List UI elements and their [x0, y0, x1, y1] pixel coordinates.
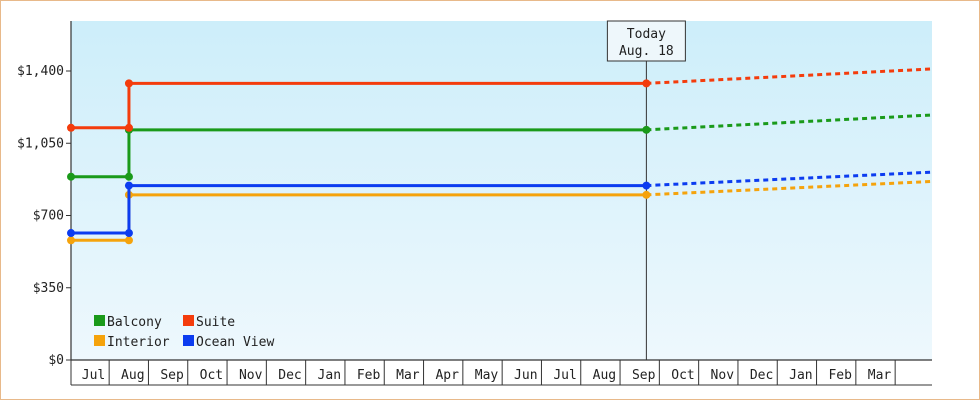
data-point	[67, 172, 75, 181]
data-point	[67, 229, 75, 238]
series-forecast-suite	[646, 67, 933, 85]
data-point	[124, 236, 133, 245]
series-forecast-interior	[646, 179, 933, 197]
x-tick-label: Feb	[828, 368, 852, 383]
data-point	[124, 79, 133, 88]
data-point	[124, 172, 133, 181]
data-point	[642, 181, 651, 190]
series-suite	[67, 67, 933, 132]
y-tick-label: $1,400	[17, 64, 64, 79]
data-point	[67, 236, 75, 245]
legend: Balcony Suite Interior Ocean View	[94, 315, 274, 350]
x-tick-label: Sep	[632, 368, 656, 383]
data-point	[642, 190, 651, 199]
data-point	[124, 123, 133, 132]
x-tick-label: Mar	[396, 368, 420, 383]
legend-swatch	[94, 315, 105, 326]
x-tick-label: Oct	[200, 368, 223, 383]
y-axis: $0 $350 $700 $1,050 $1,400	[17, 21, 72, 368]
x-tick-label: Jul	[553, 368, 576, 383]
series-forecast-balcony	[646, 113, 933, 132]
legend-item-balcony: Balcony	[94, 315, 162, 330]
plot-background	[71, 21, 932, 360]
data-point	[124, 229, 133, 238]
x-tick-label: Aug	[593, 368, 616, 383]
x-tick-label: Jan	[789, 368, 812, 383]
legend-label: Interior	[107, 335, 170, 350]
y-tick-label: $0	[48, 353, 64, 368]
x-tick-label: Jul	[82, 368, 105, 383]
data-point	[642, 79, 651, 88]
series-line-ocean-view	[71, 184, 647, 235]
x-tick-label: Dec	[750, 368, 773, 383]
y-tick-label: $1,050	[17, 136, 64, 151]
legend-label: Ocean View	[196, 335, 274, 350]
x-tick-label: May	[475, 368, 499, 383]
today-date-label: Aug. 18	[619, 44, 674, 59]
series-line-balcony	[71, 128, 647, 179]
data-point	[124, 181, 133, 190]
data-point	[67, 123, 75, 132]
x-tick-label: Jun	[514, 368, 537, 383]
x-tick-label: Oct	[671, 368, 694, 383]
legend-swatch	[94, 335, 105, 346]
x-tick-label: Feb	[357, 368, 381, 383]
legend-label: Suite	[196, 315, 235, 330]
legend-swatch	[183, 335, 194, 346]
x-tick-label: Dec	[278, 368, 301, 383]
y-tick-label: $700	[33, 209, 64, 224]
today-box	[606, 20, 686, 62]
today-label: Today	[627, 27, 666, 42]
legend-swatch	[183, 315, 194, 326]
x-tick-label: Apr	[435, 368, 459, 383]
series-balcony	[67, 113, 933, 181]
legend-item-interior: Interior	[94, 335, 170, 350]
data-point	[642, 125, 651, 134]
series-layer	[67, 67, 933, 245]
x-tick-label: Jan	[318, 368, 341, 383]
x-axis: Jul Aug Sep Oct Nov Dec Jan Feb Mar Apr May Jun Jul A…	[70, 359, 932, 386]
x-tick-label: Nov	[711, 368, 735, 383]
series-ocean-view	[67, 170, 933, 238]
legend-label: Balcony	[107, 315, 162, 330]
series-forecast-ocean-view	[646, 170, 933, 188]
x-tick-label: Aug	[121, 368, 144, 383]
x-tick-label: Sep	[160, 368, 184, 383]
y-tick-label: $350	[33, 281, 64, 296]
legend-item-ocean-view: Ocean View	[183, 335, 274, 350]
x-tick-label: Nov	[239, 368, 263, 383]
today-marker: Today Aug. 18	[606, 20, 686, 360]
x-tick-label: Mar	[868, 368, 892, 383]
series-line-suite	[71, 81, 647, 130]
legend-item-suite: Suite	[183, 315, 235, 330]
